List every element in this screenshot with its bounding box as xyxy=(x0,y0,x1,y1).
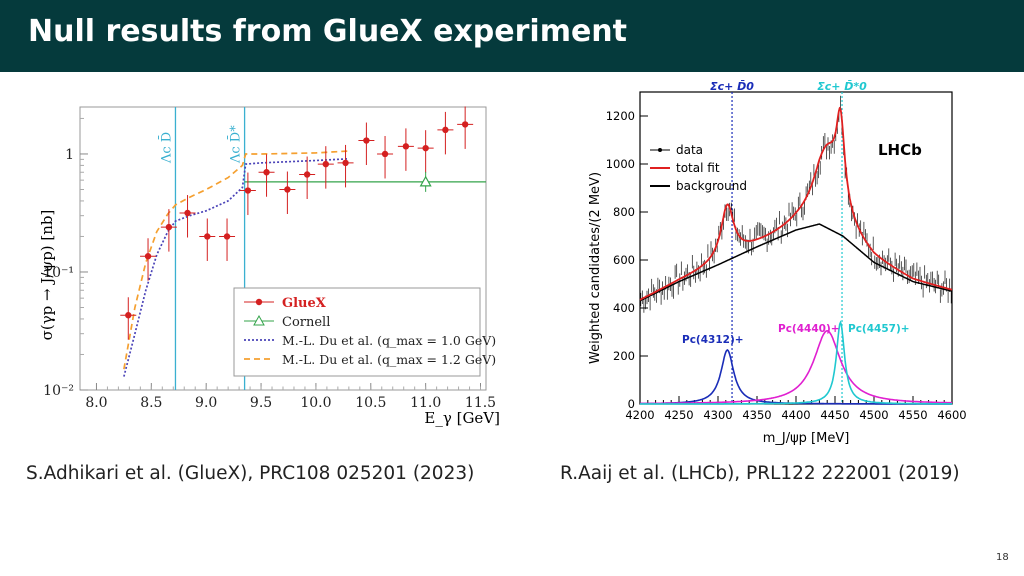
legend-du-q1-label: M.-L. Du et al. (q_max = 1.0 GeV) xyxy=(282,333,496,348)
gluex-point xyxy=(244,187,252,194)
y-tick-label: 800 xyxy=(613,205,635,219)
legend-du-q12-label: M.-L. Du et al. (q_max = 1.2 GeV) xyxy=(282,352,496,367)
gluex-point xyxy=(461,121,469,128)
x-tick-label: 4400 xyxy=(781,408,810,422)
gluex-x-axis-label: E_γ [GeV] xyxy=(424,409,500,427)
legend-box xyxy=(233,287,481,377)
y-tick-label: 600 xyxy=(613,253,635,267)
x-tick-label: 4300 xyxy=(703,408,732,422)
x-tick-label: 4350 xyxy=(742,408,771,422)
x-tick-label: 8.5 xyxy=(140,395,162,411)
threshold-label: Σc+ D̄*0 xyxy=(817,80,867,93)
lhcb-axes-box xyxy=(639,91,953,405)
threshold-label: Λc D̄ xyxy=(158,132,174,164)
gluex-point xyxy=(381,150,389,158)
legend-cornell-marker xyxy=(253,314,265,326)
slide-title: Null results from GlueX experiment xyxy=(28,14,628,49)
gluex-point xyxy=(322,160,329,168)
x-tick-label: 4550 xyxy=(898,408,927,422)
gluex-point xyxy=(442,126,449,134)
legend-gluex-marker xyxy=(255,298,263,306)
x-tick-label: 4450 xyxy=(820,408,849,422)
gluex-point xyxy=(303,171,311,178)
x-tick-label: 11.5 xyxy=(465,395,496,411)
lhcb-curves xyxy=(639,106,953,405)
gluex-point xyxy=(342,159,349,167)
y-tick-label: 400 xyxy=(613,301,635,315)
data-error-bars xyxy=(640,95,952,313)
left-caption: S.Adhikari et al. (GlueX), PRC108 025201… xyxy=(26,463,475,484)
lhcb-data-points xyxy=(640,95,952,313)
page-number: 18 xyxy=(996,552,1009,563)
gluex-point xyxy=(263,169,270,176)
gluex-y-axis-label: σ(γp → J/ψp) [nb] xyxy=(38,210,56,341)
y-tick-label: 1 xyxy=(65,147,74,163)
lhcb-ticks: 4200 4250 4300 4350 4400 4450 4500 4550 4600 0 200… xyxy=(606,109,967,422)
gluex-ticks: 8.0 8.5 9.0 9.5 10.0 10.5 11.0 11.5 10⁻² 10⁻¹ 1 xyxy=(43,117,496,411)
right-caption: R.Aaij et al. (LHCb), PRL122 222001 (201… xyxy=(560,463,960,484)
pc-lineshape xyxy=(640,329,953,405)
x-tick-label: 9.5 xyxy=(250,395,272,411)
x-tick-label: 8.0 xyxy=(85,395,107,411)
pc-state-label: Pc(4312)+ xyxy=(682,334,744,346)
pc-state-label: Pc(4440)+ xyxy=(778,323,840,335)
y-tick-label: 1000 xyxy=(606,157,635,171)
y-tick-label: 10⁻¹ xyxy=(43,265,74,281)
legend-label: total fit xyxy=(676,161,720,175)
pc-lineshape xyxy=(640,320,952,405)
threshold-label: Σc+ D̄0 xyxy=(710,80,754,93)
threshold-label: Λc D̄* xyxy=(227,125,243,164)
gluex-point xyxy=(402,143,410,150)
gluex-point xyxy=(223,233,231,240)
lhcb-y-axis-label: Weighted candidates/(2 MeV) xyxy=(588,172,603,364)
gluex-point xyxy=(125,312,132,319)
gluex-point xyxy=(363,137,370,144)
background-curve xyxy=(639,223,953,302)
gluex-points xyxy=(120,106,474,340)
y-tick-label: 10⁻² xyxy=(43,383,74,399)
legend-cornell-label: Cornell xyxy=(282,315,330,330)
legend-label: data xyxy=(676,143,703,157)
lhcb-mass-spectrum-plot: 4200 4250 4300 4350 4400 4450 4500 4550 4600 0 200… xyxy=(588,80,967,446)
y-tick-label: 200 xyxy=(613,349,635,363)
pc-lineshape xyxy=(640,349,952,405)
gluex-point xyxy=(422,144,429,152)
x-tick-label: 10.0 xyxy=(300,395,331,411)
gluex-point xyxy=(144,253,152,260)
lhcb-x-axis-label: m_J/ψp [MeV] xyxy=(763,431,850,446)
pc-state-label: Pc(4457)+ xyxy=(848,323,910,335)
gluex-point xyxy=(284,186,291,193)
x-tick-label: 10.5 xyxy=(355,395,386,411)
lhcb-plot-frame xyxy=(639,91,953,405)
y-tick-label: 0 xyxy=(628,397,635,411)
gluex-point xyxy=(204,233,211,240)
lhcb-labels: Σc+ D̄0 Σc+ D̄*0 Pc(4312)+ Pc(4440)+ Pc(4457… xyxy=(682,80,922,346)
y-tick-label: 1200 xyxy=(606,109,635,123)
legend-data-marker xyxy=(658,148,662,152)
x-tick-label: 4500 xyxy=(859,408,888,422)
gluex-cross-section-plot: Λc D̄ Λc D̄* 8.0 8.5 9.0 9.5 10.0 10.5 11.0 11.5… xyxy=(38,106,500,427)
legend-label: background xyxy=(676,179,747,193)
gluex-point xyxy=(184,209,191,217)
total-fit-curve xyxy=(639,106,953,301)
x-tick-label: 4200 xyxy=(625,408,654,422)
gluex-legend: GlueX Cornell M.-L. Du et al. (q_max = 1.0… xyxy=(233,287,496,377)
lhcb-legend: data total fit background xyxy=(650,143,747,193)
x-tick-label: 4600 xyxy=(937,408,966,422)
x-tick-label: 11.0 xyxy=(410,395,441,411)
du-q1-curve xyxy=(123,157,349,377)
x-tick-label: 4250 xyxy=(664,408,693,422)
gluex-point xyxy=(165,223,173,231)
x-tick-label: 9.0 xyxy=(195,395,217,411)
title-bar: Null results from GlueX experiment xyxy=(0,0,1024,72)
legend-gluex-label: GlueX xyxy=(282,296,327,311)
experiment-label: LHCb xyxy=(878,141,922,159)
cornell-point xyxy=(419,175,432,187)
